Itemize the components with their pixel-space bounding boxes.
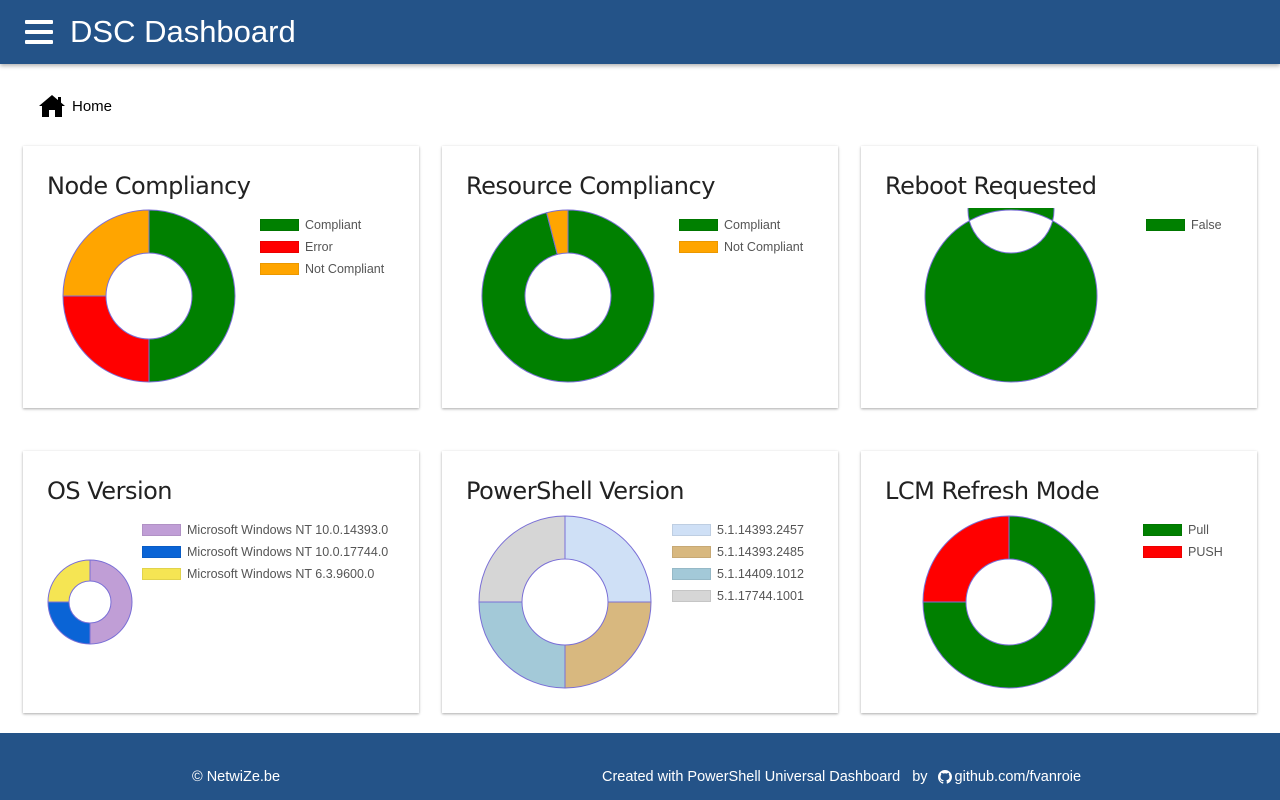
slice-microsoft-windows-nt-6-3-9600-0[interactable] xyxy=(47,559,91,603)
legend-swatch xyxy=(1143,524,1182,536)
legend-swatch xyxy=(142,568,181,580)
footer-created-with: Created with PowerShell Universal Dashbo… xyxy=(602,769,901,785)
node-compliancy-legend: Compliant Error Not Compliant xyxy=(260,214,384,280)
legend-item-5-1-17744-1001[interactable]: 5.1.17744.1001 xyxy=(672,585,804,607)
card-title: Resource Compliancy xyxy=(466,172,715,200)
legend-swatch xyxy=(142,524,181,536)
slice-5-1-14393-2457[interactable] xyxy=(564,515,652,603)
slice-compliant[interactable] xyxy=(481,209,655,383)
legend-swatch xyxy=(260,263,299,275)
legend-swatch xyxy=(142,546,181,558)
slice-microsoft-windows-nt-10-0-14393-0[interactable] xyxy=(89,559,133,645)
legend-swatch xyxy=(672,524,711,536)
slice-5-1-14393-2485[interactable] xyxy=(564,601,652,689)
legend-label: Pull xyxy=(1188,523,1209,537)
slice-5-1-17744-1001[interactable] xyxy=(478,515,566,603)
hamburger-menu-icon[interactable] xyxy=(25,20,53,44)
legend-label: 5.1.14393.2457 xyxy=(717,523,804,537)
slice-5-1-14409-1012[interactable] xyxy=(478,601,566,689)
legend-item-compliant[interactable]: Compliant xyxy=(260,214,384,236)
legend-item-microsoft-windows-nt-6-3-9600-0[interactable]: Microsoft Windows NT 6.3.9600.0 xyxy=(142,563,388,585)
legend-item-not-compliant[interactable]: Not Compliant xyxy=(679,236,803,258)
legend-swatch xyxy=(260,241,299,253)
legend-item-5-1-14409-1012[interactable]: 5.1.14409.1012 xyxy=(672,563,804,585)
card-title: Reboot Requested xyxy=(885,172,1097,200)
legend-swatch xyxy=(672,590,711,602)
card-title: Node Compliancy xyxy=(47,172,251,200)
legend-label: Compliant xyxy=(305,218,362,232)
legend-label: False xyxy=(1191,218,1222,232)
card-title: PowerShell Version xyxy=(466,477,685,505)
slice-microsoft-windows-nt-10-0-17744-0[interactable] xyxy=(47,601,91,645)
legend-swatch xyxy=(672,568,711,580)
powershell-version-donut xyxy=(478,515,652,689)
home-icon xyxy=(39,95,65,117)
legend-item-push[interactable]: PUSH xyxy=(1143,541,1223,563)
legend-item-compliant[interactable]: Compliant xyxy=(679,214,803,236)
legend-label: PUSH xyxy=(1188,545,1223,559)
slice-compliant[interactable] xyxy=(148,209,236,383)
github-link[interactable]: github.com/fvanroie xyxy=(937,769,1082,785)
node-compliancy-donut xyxy=(62,209,236,383)
slice-not-compliant[interactable] xyxy=(546,209,569,255)
legend-label: Not Compliant xyxy=(305,262,385,276)
lcm-refresh-mode-donut xyxy=(922,515,1096,689)
legend-label: Not Compliant xyxy=(724,240,804,254)
legend-label: 5.1.14393.2485 xyxy=(717,545,804,559)
node-compliancy-card: Node Compliancy Compliant Error Not Compli… xyxy=(23,146,419,408)
card-title: LCM Refresh Mode xyxy=(885,477,1100,505)
github-icon xyxy=(937,770,952,784)
legend-item-5-1-14393-2457[interactable]: 5.1.14393.2457 xyxy=(672,519,804,541)
legend-label: Compliant xyxy=(724,218,781,232)
legend-item-error[interactable]: Error xyxy=(260,236,384,258)
card-title: OS Version xyxy=(47,477,173,505)
legend-label: Error xyxy=(305,240,333,254)
legend-item-5-1-14393-2485[interactable]: 5.1.14393.2485 xyxy=(672,541,804,563)
os-version-card: OS Version Microsoft Windows NT 10.0.143… xyxy=(23,451,419,713)
breadcrumb-home[interactable]: Home xyxy=(38,88,112,118)
legend-label: 5.1.17744.1001 xyxy=(717,589,804,603)
resource-compliancy-legend: Compliant Not Compliant xyxy=(679,214,803,258)
resource-compliancy-donut xyxy=(481,209,655,383)
app-title: DSC Dashboard xyxy=(70,14,296,49)
slice-pull[interactable] xyxy=(922,515,1096,689)
legend-swatch xyxy=(1146,219,1185,231)
legend-label: Microsoft Windows NT 6.3.9600.0 xyxy=(187,567,375,581)
resource-compliancy-card: Resource Compliancy Compliant Not Complia… xyxy=(442,146,838,408)
footer: © NetwiZe.be Created with PowerShell Uni… xyxy=(0,733,1280,800)
legend-label: 5.1.14409.1012 xyxy=(717,567,804,581)
legend-item-false[interactable]: False xyxy=(1146,214,1222,236)
legend-swatch xyxy=(1143,546,1182,558)
legend-label: Microsoft Windows NT 10.0.14393.0 xyxy=(187,523,389,537)
legend-swatch xyxy=(679,241,718,253)
lcm-refresh-mode-legend: Pull PUSH xyxy=(1143,519,1223,563)
slice-push[interactable] xyxy=(922,515,1010,603)
footer-by: by xyxy=(912,769,928,785)
legend-item-microsoft-windows-nt-10-0-14393-0[interactable]: Microsoft Windows NT 10.0.14393.0 xyxy=(142,519,388,541)
slice-not-compliant[interactable] xyxy=(62,209,150,297)
legend-label: Microsoft Windows NT 10.0.17744.0 xyxy=(187,545,389,559)
reboot-requested-legend: False xyxy=(1146,214,1222,236)
top-app-bar: DSC Dashboard xyxy=(0,0,1280,64)
lcm-refresh-mode-card: LCM Refresh Mode Pull PUSH xyxy=(861,451,1257,713)
footer-copyright: © NetwiZe.be xyxy=(192,769,281,785)
os-version-legend: Microsoft Windows NT 10.0.14393.0 Microso… xyxy=(142,519,388,585)
slice-false[interactable] xyxy=(924,208,1098,383)
legend-item-microsoft-windows-nt-10-0-17744-0[interactable]: Microsoft Windows NT 10.0.17744.0 xyxy=(142,541,388,563)
github-link-label: github.com/fvanroie xyxy=(954,769,1082,785)
legend-swatch xyxy=(679,219,718,231)
reboot-requested-card: Reboot Requested False xyxy=(861,146,1257,408)
reboot-requested-donut xyxy=(924,208,1098,383)
os-version-donut xyxy=(47,559,133,645)
legend-item-not-compliant[interactable]: Not Compliant xyxy=(260,258,384,280)
powershell-version-card: PowerShell Version 5.1.14393.2457 5.1.143… xyxy=(442,451,838,713)
powershell-version-legend: 5.1.14393.2457 5.1.14393.2485 5.1.14409.10… xyxy=(672,519,804,607)
legend-swatch xyxy=(672,546,711,558)
slice-error[interactable] xyxy=(62,295,150,383)
breadcrumb-home-label: Home xyxy=(72,98,113,115)
footer-credits: Created with PowerShell Universal Dashbo… xyxy=(602,769,1081,785)
legend-item-pull[interactable]: Pull xyxy=(1143,519,1223,541)
legend-swatch xyxy=(260,219,299,231)
